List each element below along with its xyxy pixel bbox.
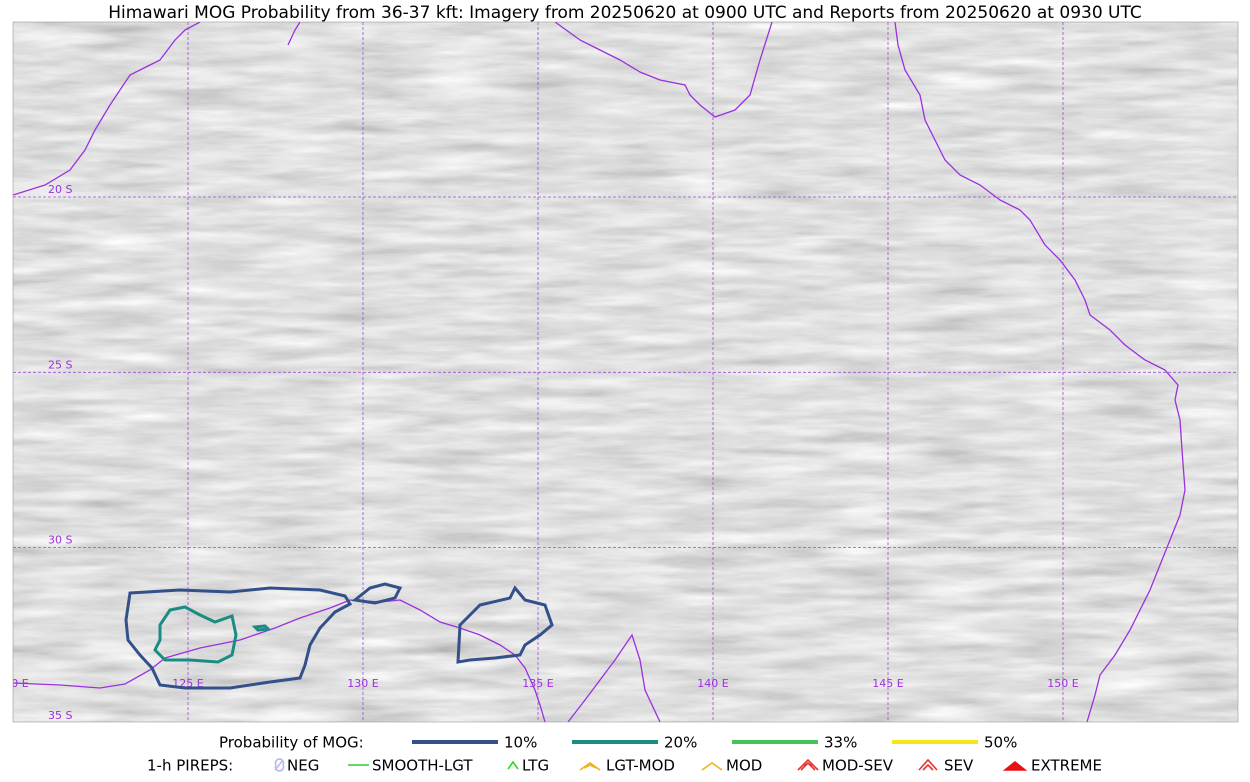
title: Himawari MOG Probability from 36-37 kft:… [108, 3, 1142, 23]
lon-label: 145 E [872, 677, 903, 690]
legend-label: EXTREME [1031, 757, 1102, 775]
lat-label: 30 S [48, 534, 72, 547]
legend-label: MOD-SEV [822, 757, 894, 775]
legend-label: LGT-MOD [606, 757, 675, 775]
legend-label: 10% [504, 734, 537, 752]
legend-label: LTG [522, 757, 549, 775]
lon-label: 130 E [347, 677, 378, 690]
mog-contour [124, 582, 554, 690]
legend-label: SMOOTH-LGT [372, 757, 473, 775]
pirep-symbol [579, 762, 601, 771]
legend: Probability of MOG: 10% 20% 33% 50% 1-h PIREP… [147, 734, 1102, 775]
lat-label: 20 S [48, 183, 72, 196]
coastline [13, 22, 201, 196]
legend-title: 1-h PIREPS: [147, 757, 233, 775]
coastline [894, 22, 1186, 722]
legend-label: 50% [984, 734, 1017, 752]
pirep-symbol [701, 762, 723, 771]
lat-label: 25 S [48, 358, 72, 371]
legend-label: 33% [824, 734, 857, 752]
lat-label: 35 S [48, 709, 72, 722]
lon-label: 140 E [697, 677, 728, 690]
mog-contour [153, 605, 272, 664]
legend-label: NEG [287, 757, 319, 775]
pirep-symbol [1002, 760, 1028, 771]
legend-label: 20% [664, 734, 697, 752]
pirep-symbol [797, 758, 819, 771]
pirep-symbol [918, 758, 938, 771]
coastline [287, 22, 773, 118]
pirep-symbol [507, 760, 519, 770]
lon-label: 150 E [1047, 677, 1078, 690]
pirep-symbol [274, 758, 285, 772]
map-frame [12, 21, 1239, 723]
legend-label: MOD [726, 757, 762, 775]
legend-label: SEV [944, 757, 974, 775]
lon-label: 135 E [522, 677, 553, 690]
legend-title: Probability of MOG: [219, 734, 364, 752]
